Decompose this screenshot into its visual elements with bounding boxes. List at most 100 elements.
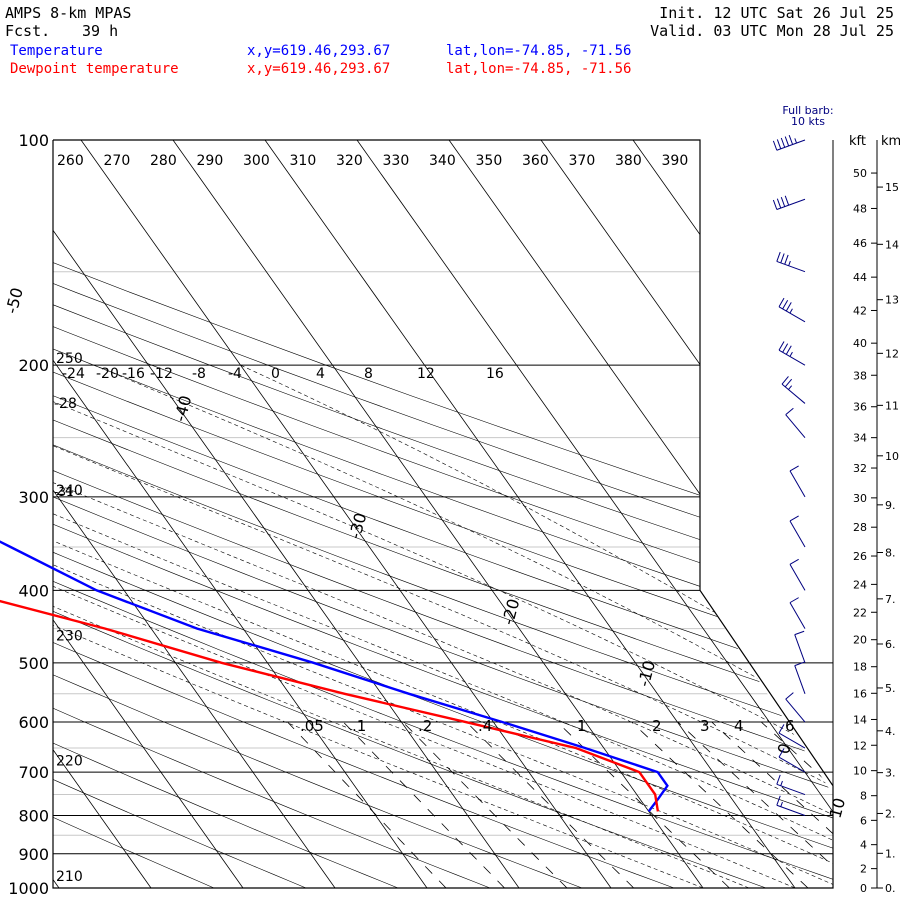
legend-temperature-latlon: lat,lon=-74.85, -71.56: [446, 43, 632, 59]
wind-barb: [778, 724, 806, 749]
wind-barb-staff: [776, 260, 806, 273]
theta-top-label: 380: [615, 153, 642, 169]
isotherm-line: [53, 140, 244, 888]
wind-barb-flag: [778, 724, 785, 734]
wind-barb-staff: [785, 414, 806, 438]
model-title: AMPS 8-km MPAS: [5, 4, 132, 22]
wind-barb: [776, 251, 806, 273]
upper-ratio-label: 8: [364, 366, 373, 382]
km-tick-label: 6.: [885, 638, 896, 651]
dry-adiabat: [53, 140, 833, 888]
km-tick-label: 11.: [885, 399, 900, 412]
upper-ratio-label: 16: [486, 366, 504, 382]
wind-barb-half-flag: [788, 260, 791, 266]
theta-left-label: 250: [56, 351, 83, 367]
km-tick-label: 9.: [885, 499, 896, 512]
moist-adiabat: [53, 364, 833, 888]
wind-barb-flag: [785, 345, 792, 355]
theta-top-label: 280: [150, 153, 177, 169]
wind-barb-flag: [778, 297, 785, 308]
wind-barb-flag: [785, 692, 794, 700]
kft-tick-label: 28: [853, 521, 867, 534]
wind-barb: [772, 195, 806, 210]
wind-barb-flag: [772, 140, 778, 151]
isotherm-line: [356, 140, 833, 888]
km-tick-label: 4.: [885, 725, 896, 738]
isotherm-line: [264, 140, 796, 888]
wind-barb-staff: [789, 520, 806, 548]
upper-ratio-label: -4: [228, 366, 242, 382]
wind-barb: [778, 748, 806, 773]
moist-adiabat: [240, 364, 833, 888]
theta-top-label: 300: [243, 153, 270, 169]
upper-ratio-label: -24: [62, 366, 85, 382]
profile-layer: [0, 540, 669, 813]
mixing-ratio-line: [287, 721, 447, 888]
isotherm-right-label: 10: [826, 796, 850, 821]
kft-tick-label: 50: [853, 167, 867, 180]
isotherm-line: [540, 140, 833, 888]
moist-adiabat: [53, 364, 833, 888]
wind-barb-staff: [778, 732, 806, 749]
pressure-tick-label: 600: [18, 713, 49, 732]
upper-ratio-label: 0: [271, 366, 280, 382]
pressure-tick-label: 1000: [8, 879, 49, 898]
legend-dewpoint-xy: x,y=619.46,293.67: [247, 61, 391, 77]
barb-note-line2: 10 kts: [791, 115, 825, 128]
kft-tick-label: 36: [853, 401, 867, 414]
wind-barb-flag: [780, 197, 786, 207]
wind-barb-flag: [782, 343, 789, 353]
wind-barb-half-flag: [788, 385, 793, 390]
wind-barb: [789, 465, 806, 498]
legend-dewpoint-name: Dewpoint temperature: [10, 61, 179, 77]
dry-adiabat: [53, 140, 833, 888]
km-tick-label: 1.: [885, 847, 896, 860]
wind-barb-flag: [778, 748, 785, 758]
wind-barb: [789, 558, 806, 591]
wind-barb-staff: [778, 306, 806, 323]
kft-tick-label: 46: [853, 237, 867, 250]
kft-tick-label: 44: [853, 271, 867, 284]
upper-ratio-label: -20: [96, 366, 119, 382]
wind-barb-flag: [788, 134, 794, 145]
kft-tick-label: 0: [860, 882, 867, 895]
wind-barb: [789, 597, 806, 629]
mixing-ratio-label: 6: [785, 717, 795, 735]
pressure-tick-label: 700: [18, 763, 49, 782]
theta-top-label: 360: [522, 153, 549, 169]
wind-barb-flag: [776, 251, 781, 262]
theta-top-label: 340: [429, 153, 456, 169]
upper-ratio-label: -12: [150, 366, 173, 382]
kft-tick-label: 30: [853, 492, 867, 505]
upper-ratio-label: 4: [316, 366, 325, 382]
moist-adiabat: [53, 364, 833, 888]
kft-title: kft: [849, 134, 866, 149]
wind-barb-flag: [776, 795, 781, 806]
wind-barb-flag: [782, 299, 789, 310]
wind-barb-staff: [789, 470, 806, 498]
moist-adiabat: [53, 364, 833, 888]
wind-barb-staff: [789, 564, 806, 591]
pressure-tick-label: 800: [18, 807, 49, 826]
wind-barb-staff: [794, 634, 806, 664]
init-time: Init. 12 UTC Sat 26 Jul 25: [659, 4, 894, 22]
kft-tick-label: 48: [853, 202, 867, 215]
wind-barb-half-flag: [789, 308, 793, 314]
isotherm-right-label: -20: [498, 597, 523, 627]
theta-top-label: 270: [104, 153, 131, 169]
wind-barb: [776, 774, 806, 796]
wind-barb-staff: [789, 602, 806, 629]
moist-adiabat: [94, 364, 833, 888]
isotherm-right-label: -40: [170, 393, 195, 423]
upper-extra-label: -31: [54, 485, 74, 499]
isotherm-line: [53, 140, 336, 888]
mixing-ratio-label: 1: [577, 717, 587, 735]
theta-left-label: 220: [56, 753, 83, 769]
pressure-tick-label: 900: [18, 845, 49, 864]
moist-adiabat: [53, 364, 833, 888]
dry-adiabat: [53, 140, 833, 888]
wind-barb-flag: [784, 195, 790, 206]
dry-adiabat: [53, 140, 833, 888]
wind-barb-flag: [776, 774, 781, 785]
